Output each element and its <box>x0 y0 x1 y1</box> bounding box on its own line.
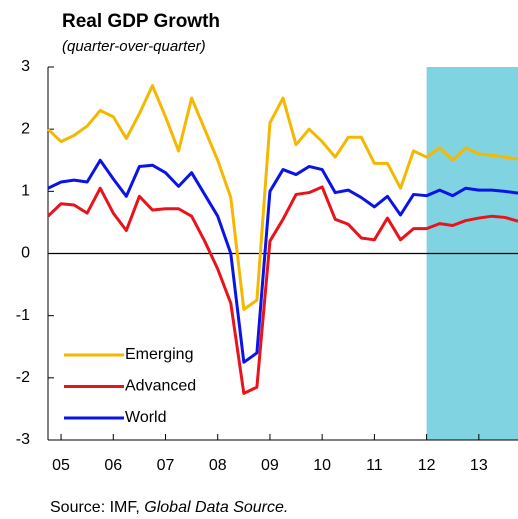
line-advanced <box>46 185 518 395</box>
source-prefix: Source: IMF, <box>50 499 140 516</box>
y-tick-label: 0 <box>21 245 30 262</box>
x-tick-label: 11 <box>366 457 383 474</box>
x-tick-label: 07 <box>157 457 175 474</box>
y-tick-label: -3 <box>16 431 30 448</box>
legend-label: Emerging <box>125 346 193 363</box>
x-tick-label: 09 <box>261 457 279 474</box>
legend-label: World <box>125 409 167 426</box>
line-emerging <box>46 84 518 311</box>
chart-title: Real GDP Growth <box>62 11 220 32</box>
legend-label: Advanced <box>125 378 196 395</box>
x-tick-label: 06 <box>104 457 122 474</box>
y-tick-label: 1 <box>21 183 30 200</box>
x-tick-label: 10 <box>313 457 331 474</box>
source: Source: IMF, Global Data Source. <box>50 499 288 516</box>
x-tick-label: 05 <box>52 457 70 474</box>
x-tick-label: 08 <box>209 457 227 474</box>
line-world <box>47 158 518 364</box>
source-italic: Global Data Source. <box>144 499 288 516</box>
y-tick-label: 2 <box>21 120 30 137</box>
x-tick-label: 12 <box>418 457 436 474</box>
y-tick-label: -1 <box>16 307 30 324</box>
y-tick-label: 3 <box>21 58 30 75</box>
x-tick-label: 13 <box>470 457 488 474</box>
y-tick-label: -2 <box>16 369 30 386</box>
chart-subtitle: (quarter-over-quarter) <box>62 38 206 55</box>
